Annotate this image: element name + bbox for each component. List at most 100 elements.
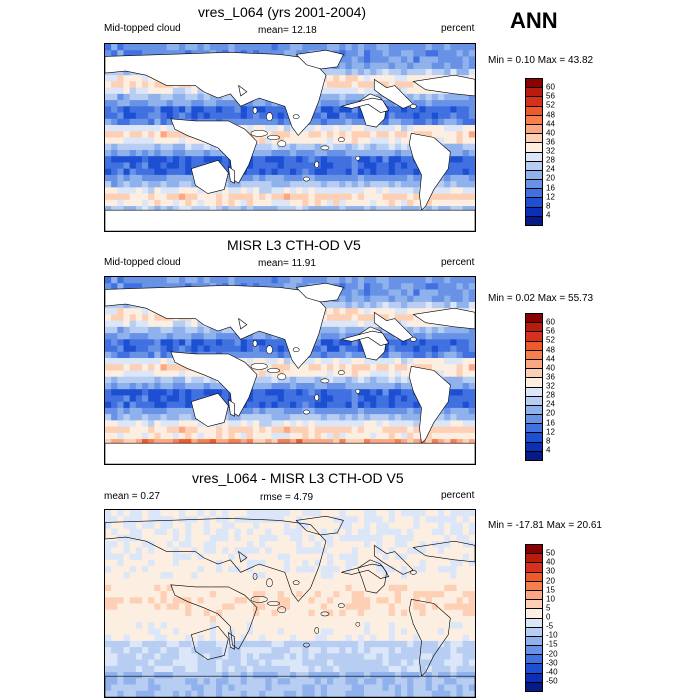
map-grid-cell [450,414,457,421]
map-grid-cell [203,432,211,440]
map-grid-cell [450,395,457,402]
map-grid-cell [105,597,112,604]
map-grid-cell [327,634,334,642]
map-grid-cell [370,206,377,213]
map-grid-cell [431,528,439,536]
map-grid-cell [333,541,340,548]
map-grid-cell [246,591,254,598]
map-grid-cell [370,131,377,138]
map-grid-cell [123,628,130,635]
map-grid-cell [240,432,248,440]
map-grid-cell [450,112,457,120]
map-grid-cell [388,426,396,434]
map-grid-cell [425,106,433,113]
land-outline [170,118,258,184]
map-grid-cell [105,75,112,82]
map-grid-cell [123,566,130,573]
map-grid-cell [413,547,420,554]
map-grid-cell [314,547,322,554]
map-grid-cell [407,364,414,371]
map-grid-cell [185,578,192,586]
map-grid-cell [277,541,285,548]
map-grid-cell [234,187,241,194]
map-grid-cell [117,156,124,163]
map-grid-cell [456,143,463,151]
map-grid-cell [357,320,365,328]
map-grid-cell [438,432,445,440]
map-grid-cell [283,168,291,176]
map-grid-cell [234,572,241,579]
map-grid-cell [142,345,149,353]
map-grid-cell [117,81,124,88]
map-grid-cell [105,187,112,194]
map-grid-cell [259,541,266,548]
map-grid-cell [111,351,118,359]
map-grid-cell [388,414,396,421]
land-outline [295,282,344,303]
map-grid-cell [320,584,328,592]
map-grid-cell [302,156,309,163]
colorbar-tick-label: 36 [546,137,555,147]
map-grid-cell [179,597,186,604]
map-grid-cell [339,547,346,554]
map-grid-cell [129,591,137,598]
map-grid-cell [296,156,303,163]
colorbar-tick-label: 4 [546,445,551,455]
map-grid-cell [259,193,266,201]
map-grid-cell [172,50,180,57]
map-grid-cell [431,584,439,592]
map-grid-cell [320,389,328,396]
map-grid-cell [154,93,161,101]
map-grid-cell [271,370,278,378]
map-grid-cell [105,414,112,421]
map-grid-cell [450,125,457,132]
map-grid-cell [283,283,291,290]
map-grid-cell [216,572,223,579]
map-grid-cell [179,137,186,145]
map-grid-cell [197,149,204,157]
map-grid-cell [320,199,328,207]
map-grid-cell [419,106,426,113]
map-grid-cell [129,395,137,402]
map-grid-cell [413,591,420,598]
map-grid-cell [290,528,297,536]
map-grid-cell [394,572,402,579]
map-grid-cell [216,432,223,440]
map-grid-cell [327,81,334,88]
map-grid-cell [135,358,143,365]
map-grid-cell [468,351,475,359]
map-grid-cell [468,439,475,446]
map-grid-cell [376,295,383,303]
map-grid-cell [382,181,389,188]
map-grid-cell [222,193,229,201]
map-grid-cell [431,326,439,334]
map-grid-cell [135,75,143,82]
map-grid-cell [197,193,204,201]
map-grid-cell [129,401,137,409]
island-outline [266,345,273,355]
map-grid-cell [431,622,439,629]
map-grid-cell [222,426,229,434]
map-grid-cell [129,137,137,145]
map-grid-cell [425,277,433,284]
map-grid-cell [216,609,223,617]
map-grid-cell [166,584,174,592]
map-grid-cell [228,584,235,592]
map-grid-cell [216,603,223,611]
map-grid-cell [197,634,204,642]
map-grid-cell [154,603,161,611]
colorbar-swatch [526,433,542,443]
map-grid-cell [413,50,420,57]
map-grid-cell [413,559,420,567]
map-grid-cell [246,528,254,536]
map-grid-cell [277,206,285,213]
map-grid-cell [240,414,248,421]
map-grid-cell [462,112,470,120]
map-grid-cell [364,168,371,176]
map-grid-cell [339,301,346,309]
map-grid-cell [370,125,377,132]
map-grid-cell [333,559,340,567]
map-grid-cell [228,628,235,635]
map-grid-cell [197,578,204,586]
map-grid-cell [456,572,463,579]
